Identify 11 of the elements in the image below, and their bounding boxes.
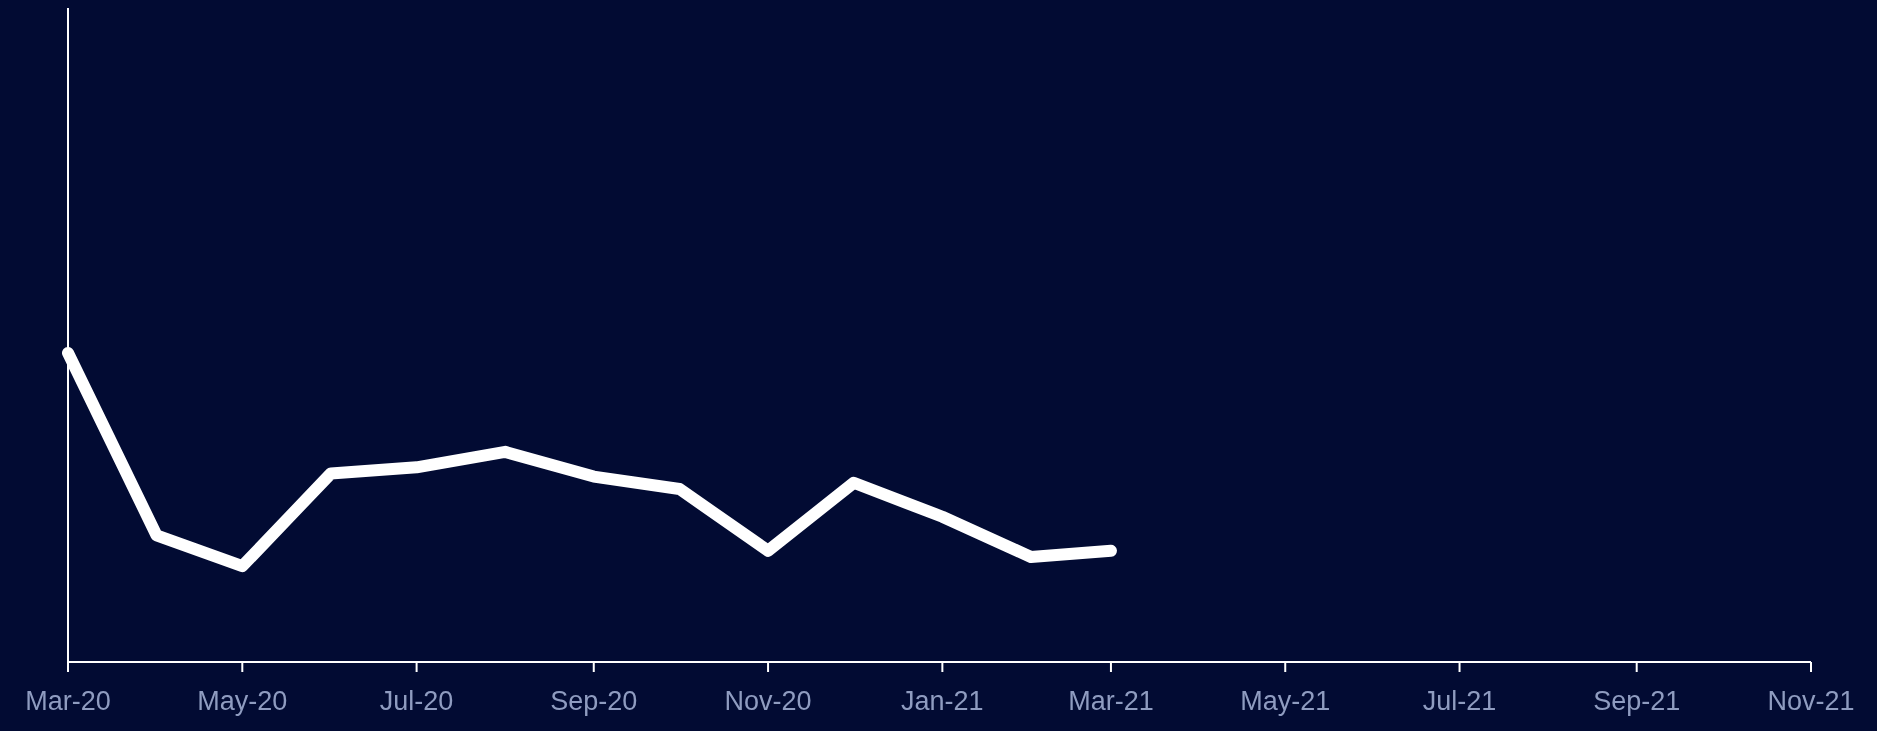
x-tick-label: Sep-21 — [1593, 686, 1681, 716]
x-tick-label: Nov-21 — [1767, 686, 1855, 716]
x-tick-label: Jul-20 — [379, 686, 454, 716]
x-tick-label: Mar-20 — [25, 686, 111, 716]
x-tick-label: Sep-20 — [550, 686, 638, 716]
x-tick-label: Nov-20 — [724, 686, 812, 716]
x-tick-label: Mar-21 — [1068, 686, 1154, 716]
x-tick-label: May-21 — [1240, 686, 1331, 716]
x-tick-label: May-20 — [197, 686, 288, 716]
x-tick-label: Jul-21 — [1422, 686, 1497, 716]
x-tick-label: Jan-21 — [901, 686, 984, 716]
